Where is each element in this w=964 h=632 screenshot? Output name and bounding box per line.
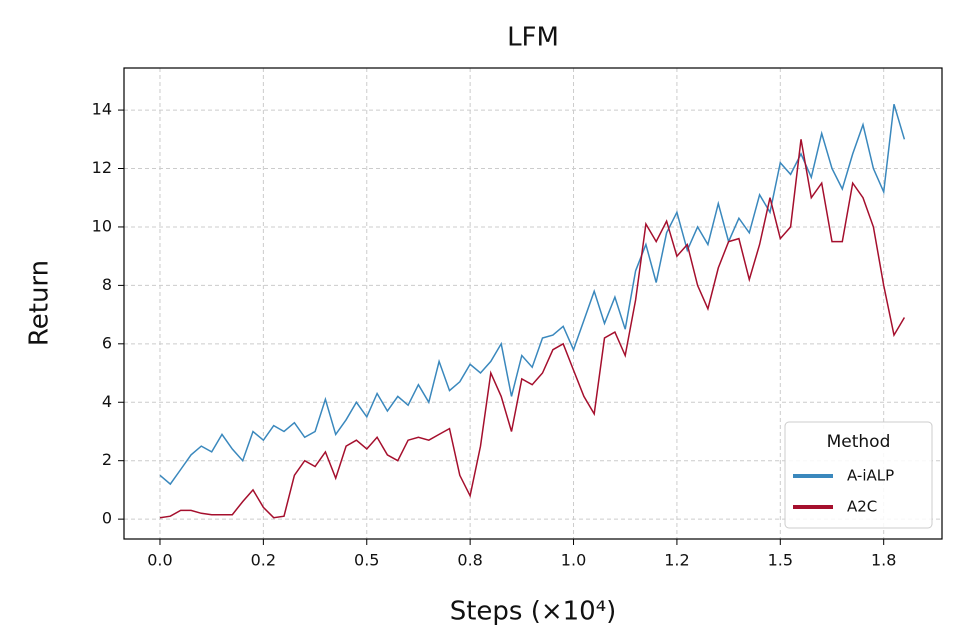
y-tick-label: 4 <box>102 392 112 411</box>
y-tick-label: 12 <box>92 158 112 177</box>
y-tick-label: 0 <box>102 509 112 528</box>
series-line <box>159 103 906 486</box>
y-tick-label: 8 <box>102 275 112 294</box>
y-axis-label: Return <box>25 260 55 346</box>
x-tick-label: 0.8 <box>457 551 482 570</box>
plot-frame <box>123 67 943 540</box>
x-tick-label: 1.5 <box>768 551 793 570</box>
x-tick-label: 0.0 <box>147 551 172 570</box>
y-tick-label: 6 <box>102 333 112 352</box>
series-line <box>159 139 906 519</box>
legend-label: A-iALP <box>847 467 894 485</box>
x-axis-label: Steps (×10⁴) <box>450 597 617 627</box>
y-tick-label: 10 <box>92 216 112 235</box>
x-tick-label: 0.2 <box>251 551 276 570</box>
x-tick-label: 1.2 <box>664 551 689 570</box>
legend-title: Method <box>827 432 891 452</box>
legend-box <box>784 421 933 529</box>
legend-label: A2C <box>847 498 877 516</box>
x-tick-label: 1.8 <box>871 551 896 570</box>
x-tick-label: 0.5 <box>354 551 379 570</box>
chart-title: LFM <box>507 23 559 53</box>
y-tick-label: 2 <box>102 450 112 469</box>
x-tick-label: 1.0 <box>561 551 586 570</box>
y-tick-label: 14 <box>92 100 112 119</box>
